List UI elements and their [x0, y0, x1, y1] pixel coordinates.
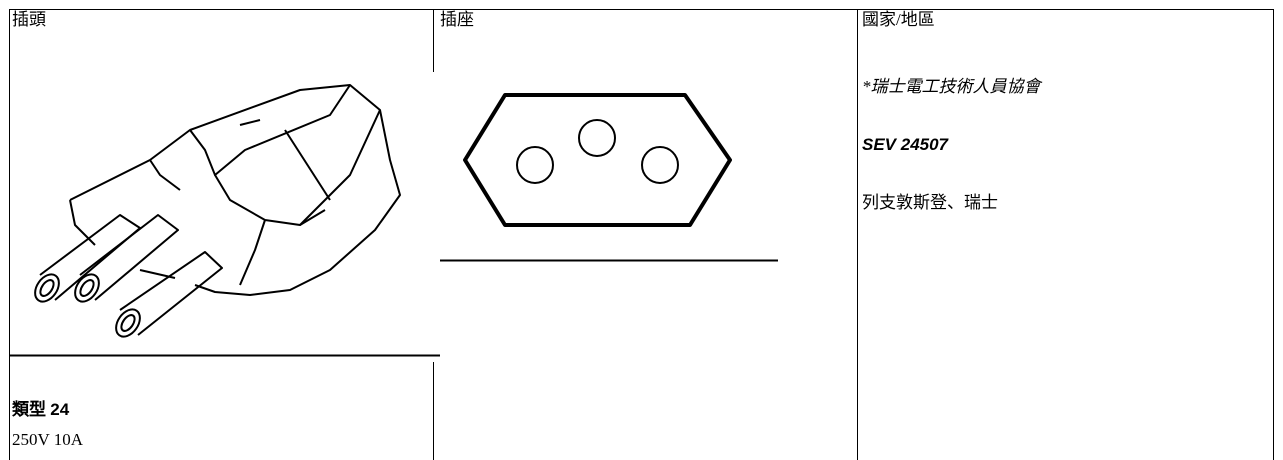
socket-image: [463, 93, 732, 227]
countries: 列支敦斯登、瑞士: [862, 193, 998, 212]
header-country: 國家/地區: [862, 10, 935, 29]
plug-type-number: 24: [50, 400, 70, 419]
authority: *瑞士電工技術人員協會: [862, 77, 1041, 96]
plug-type-label: 類型: [12, 400, 46, 419]
plug-type: 類型 24: [12, 400, 69, 420]
standard: SEV 24507: [862, 135, 949, 154]
header-socket: 插座: [440, 10, 474, 29]
header-plug: 插頭: [12, 10, 46, 29]
plug-image: [34, 84, 401, 338]
plug-rating: 250V 10A: [12, 430, 83, 449]
